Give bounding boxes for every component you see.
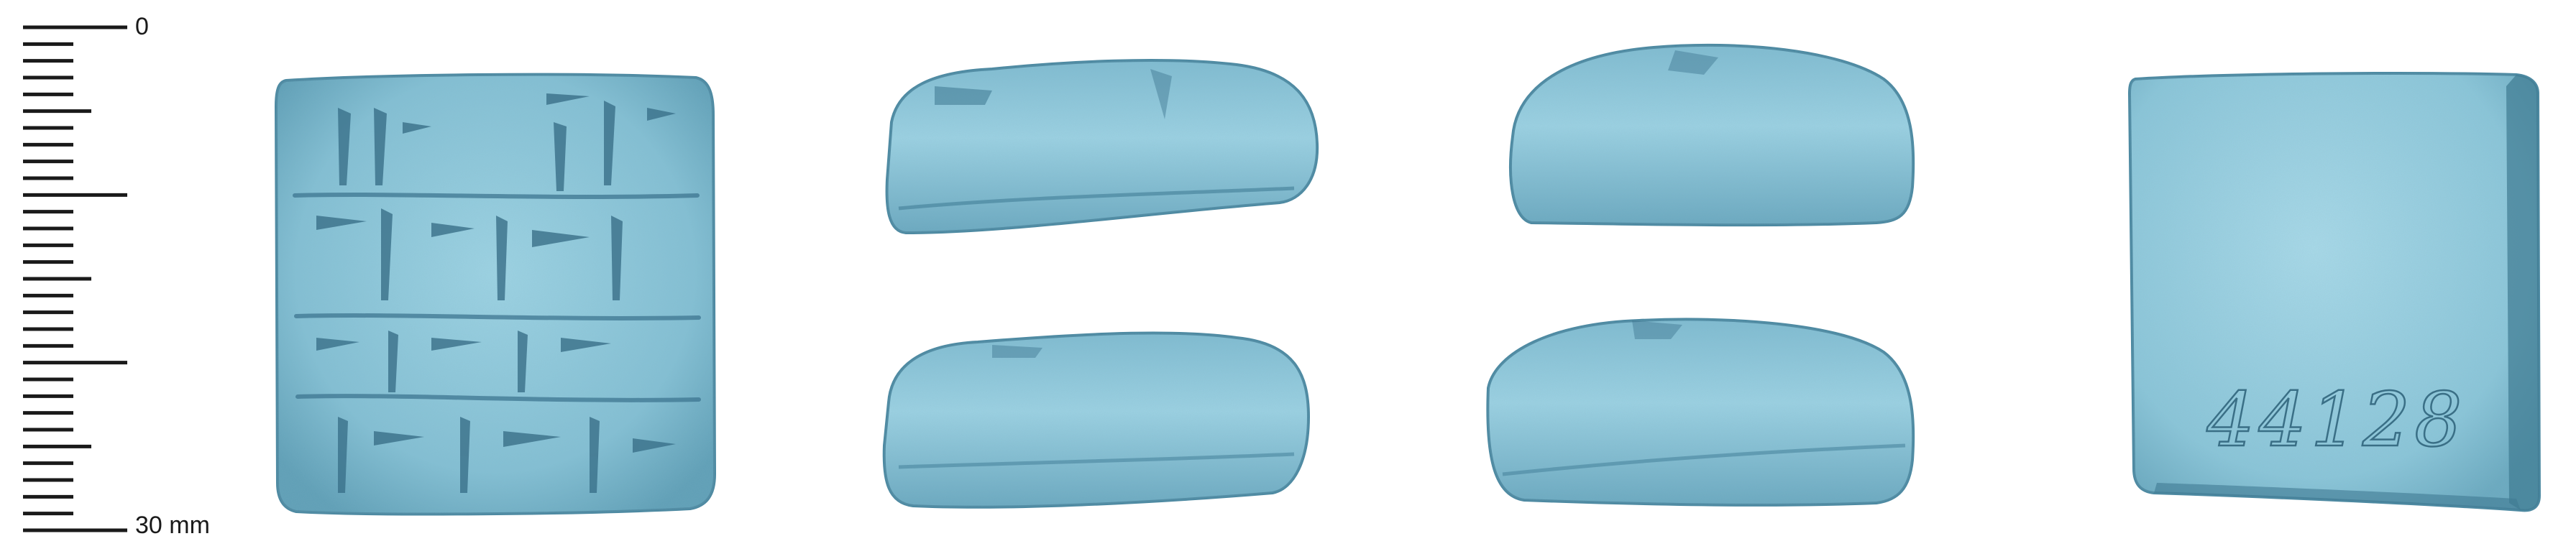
tablet-top-edge-view: [885, 58, 1319, 235]
tablet-bottom-edge-view: [882, 331, 1311, 509]
inventory-number: 44128: [2206, 376, 2467, 463]
scale-bar: [23, 25, 127, 532]
scale-label-top: 0: [135, 13, 149, 40]
tablet-left-edge-view: [1509, 43, 1915, 227]
scale-label-bottom: 30 mm: [135, 512, 210, 539]
tablet-right-edge-view: [1486, 318, 1915, 507]
tablet-obverse-view: [274, 73, 717, 516]
tablet-reverse-view: 44128: [2127, 72, 2541, 512]
